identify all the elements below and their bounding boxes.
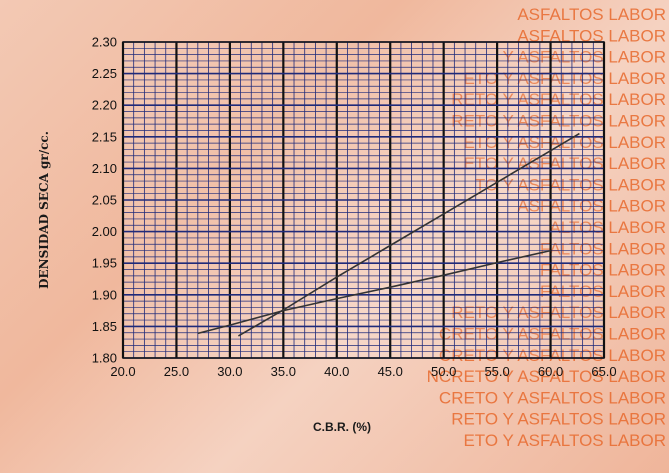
watermark-line: RETO Y ASFALTOS LABOR bbox=[451, 112, 666, 131]
y-tick-label: 2.00 bbox=[92, 224, 117, 239]
watermark-line: Y ASFALTOS LABOR bbox=[503, 48, 666, 67]
watermark-line: TO Y ASFALTOS LABOR bbox=[475, 175, 666, 194]
x-tick-label: 20.0 bbox=[110, 364, 135, 379]
y-tick-label: 2.25 bbox=[92, 66, 117, 81]
watermark-line: RETO Y ASFALTOS LABOR bbox=[451, 410, 666, 429]
series-line-2 bbox=[197, 249, 551, 335]
x-tick-label: 25.0 bbox=[164, 364, 189, 379]
y-tick-label: 2.05 bbox=[92, 193, 117, 208]
x-tick-label: 45.0 bbox=[378, 364, 403, 379]
y-tick-label: 2.20 bbox=[92, 98, 117, 113]
x-tick-label: 65.0 bbox=[591, 364, 616, 379]
x-tick-label: 55.0 bbox=[484, 364, 509, 379]
x-tick-label: 60.0 bbox=[538, 364, 563, 379]
watermark-line: NCRETO Y ASFALTOS LABOR bbox=[427, 367, 666, 386]
series-line-1 bbox=[238, 132, 580, 337]
y-tick-label: 1.80 bbox=[92, 351, 117, 366]
y-tick-label: 2.10 bbox=[92, 161, 117, 176]
watermark-line: CRETO Y ASFALTOS LABOR bbox=[439, 388, 666, 407]
watermark-line: ETO Y ASFALTOS LABOR bbox=[463, 431, 666, 450]
y-tick-label: 1.90 bbox=[92, 287, 117, 302]
y-tick-label: 1.85 bbox=[92, 319, 117, 334]
x-tick-label: 50.0 bbox=[431, 364, 456, 379]
x-tick-label: 40.0 bbox=[324, 364, 349, 379]
watermark-line: ASFALTOS LABOR bbox=[517, 26, 666, 45]
watermark-line: ASFALTOS LABOR bbox=[517, 5, 666, 24]
y-tick-label: 1.95 bbox=[92, 256, 117, 271]
watermark-line: RETO Y ASFALTOS LABOR bbox=[451, 303, 666, 322]
watermark-line: CRETO Y ASFALTOS LABOR bbox=[439, 346, 666, 365]
x-tick-label: 30.0 bbox=[217, 364, 242, 379]
y-axis-label: DENSIDAD SECA gr/cc. bbox=[37, 131, 51, 289]
plot-border bbox=[122, 41, 605, 359]
x-axis-label: C.B.R. (%) bbox=[313, 420, 371, 434]
y-tick-label: 2.30 bbox=[92, 35, 117, 50]
y-tick-label: 2.15 bbox=[92, 129, 117, 144]
x-tick-label: 35.0 bbox=[271, 364, 296, 379]
